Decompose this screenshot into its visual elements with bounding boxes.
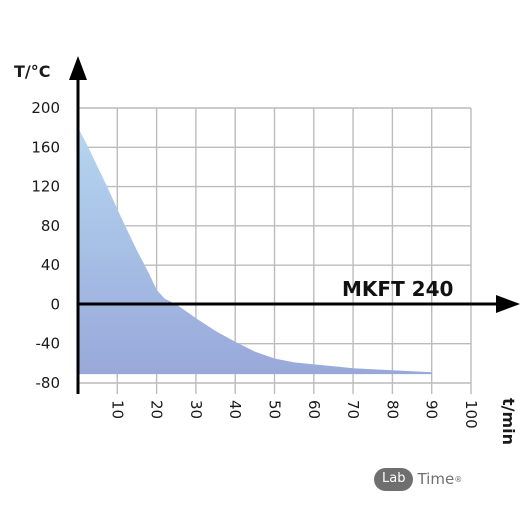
x-tick-label: 40: [226, 400, 244, 419]
y-tick-labels: 200 160 120 80 40 0 -40 -80: [31, 99, 60, 392]
y-tick-label: 40: [41, 256, 60, 274]
y-tick-label: 0: [50, 295, 60, 313]
x-tick-label: 90: [423, 400, 441, 419]
x-tick-label: 10: [108, 400, 126, 419]
axes: [69, 56, 520, 394]
y-tick-label: 160: [31, 138, 60, 156]
y-axis-arrow: [69, 56, 87, 80]
area-series: [78, 127, 432, 375]
logo-time-text: Time: [417, 470, 455, 488]
x-tick-label: 80: [383, 400, 401, 419]
series-label: MKFT 240: [342, 277, 453, 301]
area-series-fill: [78, 127, 432, 375]
y-tick-label: 200: [31, 99, 60, 117]
x-tick-label: 70: [344, 400, 362, 419]
x-axis-arrow: [496, 295, 520, 313]
y-tick-label: 120: [31, 178, 60, 196]
logo-registered-mark: ®: [454, 474, 463, 484]
x-tick-labels: 10 20 30 40 50 60 70 80 90 100: [108, 400, 480, 429]
y-tick-label: -80: [36, 374, 61, 392]
grid: [78, 107, 472, 394]
x-tick-label: 30: [187, 400, 205, 419]
x-tick-label: 100: [462, 400, 480, 429]
y-tick-label: 80: [41, 217, 60, 235]
labtime-logo: Lab Time ®: [374, 466, 462, 492]
y-axis-title: T/°C: [14, 62, 51, 81]
x-tick-label: 50: [266, 400, 284, 419]
logo-lab-text: Lab: [374, 467, 414, 491]
y-tick-label: -40: [36, 335, 61, 353]
x-tick-label: 20: [148, 400, 166, 419]
x-tick-label: 60: [305, 400, 323, 419]
x-axis-title: t/min: [499, 398, 518, 445]
